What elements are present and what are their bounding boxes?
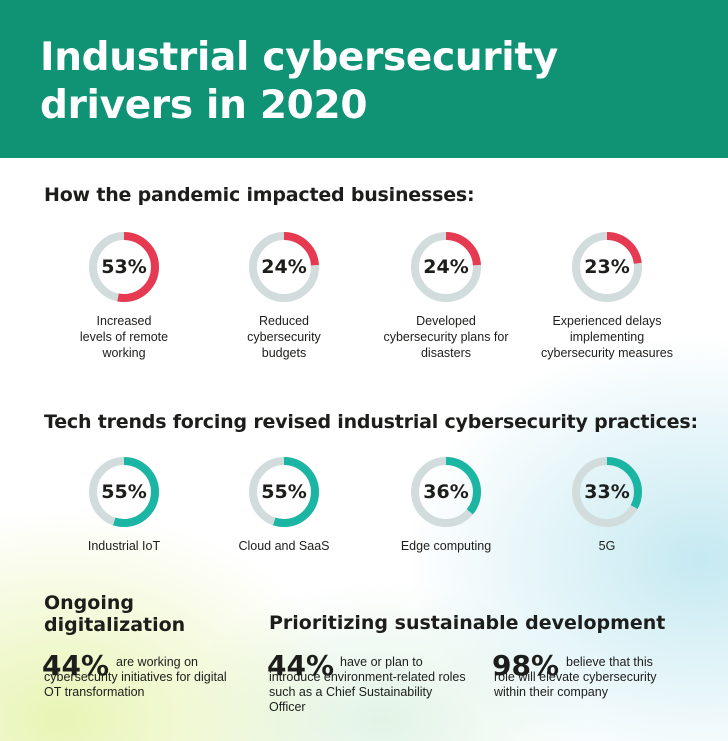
donut-chart <box>89 232 159 302</box>
donut-chart <box>411 457 481 527</box>
donut-chart <box>572 232 642 302</box>
pandemic-heading: How the pandemic impacted businesses: <box>44 184 475 206</box>
stat-label: Cloud and SaaS <box>238 539 330 553</box>
stat-label: Developed cybersecurity plans for disast… <box>383 314 509 360</box>
stat-label: 5G <box>598 539 616 553</box>
donut-arc <box>411 457 481 527</box>
stat-label: Industrial IoT <box>87 539 161 553</box>
sustainable-text-2: believe that this role will elevate cybe… <box>494 655 657 699</box>
donut-ring: 23% <box>571 231 643 303</box>
donut-arc <box>411 232 481 302</box>
stat-value: 24% <box>423 256 469 278</box>
sustainable-stat-1: 44% <box>267 649 335 682</box>
digitalization-text: are working on cybersecurity initiatives… <box>44 655 227 699</box>
header-banner: Industrial cybersecurity drivers in 2020 <box>0 0 728 158</box>
donut-ring: 36% <box>410 456 482 528</box>
stat-value: 55% <box>101 481 147 503</box>
stat-label: Experienced delays implementing cybersec… <box>541 314 673 360</box>
stat-label: Reduced cybersecurity budgets <box>247 314 321 360</box>
donut-arc <box>572 457 642 527</box>
digitalization-title: Ongoing digitalization <box>44 592 186 636</box>
stat-value: 33% <box>584 481 630 503</box>
sustainable-title: Prioritizing sustainable development <box>269 612 666 634</box>
stat-value: 53% <box>101 256 147 278</box>
donut-arc <box>89 457 159 527</box>
stat-value: 23% <box>584 256 630 278</box>
donut-chart <box>89 457 159 527</box>
sustainable-stat-2: 98% <box>492 649 560 682</box>
donut-arc <box>572 232 642 302</box>
donut-chart <box>411 232 481 302</box>
donut-ring: 55% <box>88 456 160 528</box>
digitalization-stat: 44% <box>42 649 110 682</box>
donut-arc <box>249 232 319 302</box>
stat-value: 24% <box>261 256 307 278</box>
donut-ring: 33% <box>571 456 643 528</box>
donut-arc <box>89 232 159 302</box>
sustainable-text-1: have or plan to introduce environment-re… <box>269 655 466 714</box>
donut-chart <box>572 457 642 527</box>
stat-value: 36% <box>423 481 469 503</box>
donut-chart <box>249 457 319 527</box>
donut-arc <box>249 457 319 527</box>
donut-ring: 53% <box>88 231 160 303</box>
donut-ring: 24% <box>410 231 482 303</box>
stat-label: Edge computing <box>400 539 492 553</box>
stat-value: 55% <box>261 481 307 503</box>
stat-label: Increased levels of remote working <box>79 314 169 360</box>
donut-chart <box>249 232 319 302</box>
page-title: Industrial cybersecurity drivers in 2020 <box>40 35 558 128</box>
donut-ring: 55% <box>248 456 320 528</box>
donut-ring: 24% <box>248 231 320 303</box>
tech-heading: Tech trends forcing revised industrial c… <box>44 411 698 433</box>
